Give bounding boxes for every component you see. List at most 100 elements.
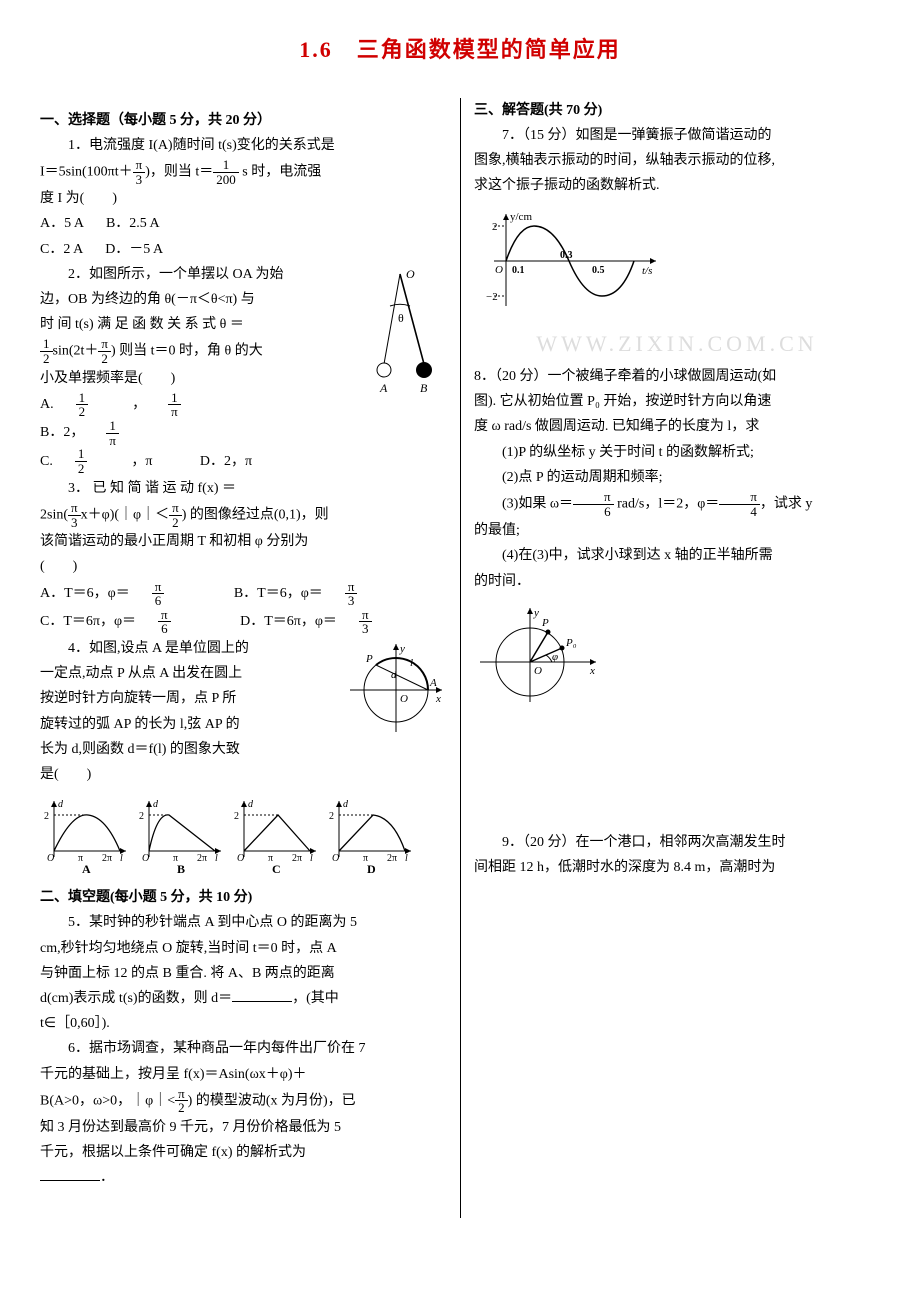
lab-O: O xyxy=(400,693,408,705)
q6-blank xyxy=(40,1167,100,1181)
q4-block: P A d O x y l 4．如图,设点 A 是单位圆上的 一定点,动点 P … xyxy=(40,636,446,875)
svg-text:O: O xyxy=(142,853,149,864)
q5-blank xyxy=(232,988,292,1002)
q6-l6: ． xyxy=(40,1165,446,1190)
opt-graph-C: 2 d O π 2π l C xyxy=(234,799,316,875)
section-2-head: 二、填空题(每小题 5 分，共 10 分) xyxy=(40,885,446,910)
q3-optB: B．T＝6，φ＝π3 xyxy=(234,580,402,608)
q3-l2c: (｜φ｜＜ xyxy=(114,507,169,522)
svg-text:2: 2 xyxy=(234,811,239,822)
spring-graph-svg: y/cm t/s 2 −2 O 0.1 0.3 0.5 xyxy=(474,206,664,316)
svg-text:2π: 2π xyxy=(102,853,112,864)
q8-l5: (2)点 P 的运动周期和频率; xyxy=(474,465,880,490)
q5-l4b: ，(其中 xyxy=(292,991,339,1006)
q1-optB: B．2.5 A xyxy=(106,211,160,236)
svg-text:D: D xyxy=(367,862,376,875)
q6-l4: 知 3 月份达到最高价 9 千元，7 月份价格最低为 5 xyxy=(40,1115,446,1140)
q1-expr-b: )，则当 t＝ xyxy=(145,164,213,179)
q4-l6: 是( ) xyxy=(40,762,446,787)
q7-figure: y/cm t/s 2 −2 O 0.1 0.3 0.5 xyxy=(474,206,880,316)
q7-ym2: −2 xyxy=(486,291,498,303)
q9-l1: 9．（20 分）在一个港口，相邻两次高潮发生时 xyxy=(474,830,880,855)
opt-graph-B: 2 d O π 2π l B xyxy=(139,799,221,875)
q1-optC: C．2 A xyxy=(40,237,83,262)
q2-block: O θ A B 2．如图所示，一个单摆以 OA 为始 边，OB 为终边的角 θ(… xyxy=(40,262,446,476)
q3-l2: 2sin(π3x＋φ)(｜φ｜＜π2) 的图像经过点(0,1)，则 xyxy=(40,501,446,529)
lab-l: l xyxy=(410,657,413,669)
opt-graph-D: 2 d O π 2π l D xyxy=(329,799,411,875)
q3-opts-row1: A．T＝6，φ＝π6 B．T＝6，φ＝π3 xyxy=(40,580,446,608)
lab-B: B xyxy=(420,381,428,395)
q2-optA: A.12，1π xyxy=(40,391,225,419)
q1-opts-row2: C．2 AD．－5 A xyxy=(40,237,446,262)
q7-O: O xyxy=(495,264,503,276)
lab-x: x xyxy=(435,693,441,705)
q4-graphs-svg: 2 d O π 2π l A 2 d O π 2π l B 2 d O π 2π… xyxy=(40,795,420,875)
svg-text:d: d xyxy=(153,799,159,810)
q8-l2: 图). 它从初始位置 P₀ 开始，按逆时针方向以角速 xyxy=(474,389,880,414)
q4-l5: 长为 d,则函数 d＝f(l) 的图象大致 xyxy=(40,737,446,762)
q3-optC: C．T＝6π，φ＝π6 xyxy=(40,608,215,636)
svg-text:2: 2 xyxy=(139,811,144,822)
q8-l6: (3)如果 ω＝π6 rad/s，l＝2，φ＝π4，试求 y xyxy=(474,490,880,518)
unit-circle-figure: P A d O x y l xyxy=(346,640,446,735)
svg-text:2π: 2π xyxy=(387,853,397,864)
lab-y: y xyxy=(399,643,405,655)
q1-stem-end: 度 I 为( ) xyxy=(40,186,446,211)
q3-frac-pi2: π2 xyxy=(169,501,182,529)
spacer xyxy=(474,720,880,830)
svg-text:l: l xyxy=(310,853,313,864)
q2-opts-row1: A.12，1π B．2，1π xyxy=(40,391,446,448)
q8-figure: O P P₀ φ x y xyxy=(474,602,880,712)
q1-expr-a: I＝5sin(100πt＋ xyxy=(40,164,133,179)
q1-expr: I＝5sin(100πt＋π3)，则当 t＝1200 s 时，电流强 xyxy=(40,158,446,186)
q3-l1: 3． 已 知 简 谐 运 动 f(x) ＝ xyxy=(40,476,446,501)
q6-period: ． xyxy=(100,1170,114,1185)
q7-xlabel: t/s xyxy=(642,265,652,277)
q6-l1: 6．据市场调查，某种商品一年内每件出厂价在 7 xyxy=(40,1036,446,1061)
q1-expr-c: s 时，电流强 xyxy=(239,164,321,179)
q6-l3b: ) 的模型波动(x 为月份)，已 xyxy=(188,1093,356,1108)
q5-l2: cm,秒针均匀地绕点 O 旋转,当时间 t＝0 时，点 A xyxy=(40,936,446,961)
watermark: WWW.ZIXIN.COM.CN xyxy=(474,324,880,364)
q8-labphi: φ xyxy=(552,651,558,663)
section-3-head: 三、解答题(共 70 分) xyxy=(474,98,880,123)
q8-frac-pi4: π4 xyxy=(719,490,760,518)
svg-text:d: d xyxy=(343,799,349,810)
q6-frac-pi2: π2 xyxy=(175,1087,188,1115)
svg-text:2π: 2π xyxy=(292,853,302,864)
svg-text:2π: 2π xyxy=(197,853,207,864)
q8-labP: P xyxy=(541,617,549,629)
two-column-body: 一、选择题（每小题 5 分，共 20 分） 1．电流强度 I(A)随时间 t(s… xyxy=(40,98,880,1218)
q3-l2d: ) 的图像经过点(0,1)，则 xyxy=(182,507,329,522)
svg-text:C: C xyxy=(272,862,281,875)
q3-optA: A．T＝6，φ＝π6 xyxy=(40,580,208,608)
q8-l6b: rad/s，l＝2，φ＝ xyxy=(614,496,720,511)
q8-laby: y xyxy=(533,607,539,619)
q3-l2b: x＋φ xyxy=(81,507,110,522)
q7-l2: 图象,横轴表示振动的时间，纵轴表示振动的位移, xyxy=(474,148,880,173)
svg-text:O: O xyxy=(47,853,54,864)
q2-opts-row2: C.12，π D．2，π xyxy=(40,447,446,475)
section-1-head: 一、选择题（每小题 5 分，共 20 分） xyxy=(40,108,446,133)
opt-graph-A: 2 d O π 2π l A xyxy=(44,799,126,875)
unit-circle-svg: P A d O x y l xyxy=(346,640,446,735)
q3-optD: D．T＝6π，φ＝π3 xyxy=(240,608,415,636)
q1-optA: A．5 A xyxy=(40,211,84,236)
q8-l6c: ，试求 y xyxy=(760,496,813,511)
q2-frac-pi2: π2 xyxy=(98,337,111,365)
q8-circle-svg: O P P₀ φ x y xyxy=(474,602,604,712)
q2-optC: C.12，π xyxy=(40,447,174,475)
q5-l1: 5．某时钟的秒针端点 A 到中心点 O 的距离为 5 xyxy=(40,910,446,935)
q4-option-graphs: 2 d O π 2π l A 2 d O π 2π l B 2 d O π 2π… xyxy=(40,795,446,875)
svg-text:d: d xyxy=(248,799,254,810)
svg-text:l: l xyxy=(120,853,123,864)
q3-l4: ( ) xyxy=(40,554,446,579)
q5-l4: d(cm)表示成 t(s)的函数，则 d＝，(其中 xyxy=(40,986,446,1011)
q7-ylabel: y/cm xyxy=(510,211,532,223)
svg-text:O: O xyxy=(332,853,339,864)
q8-labO: O xyxy=(534,665,542,677)
q1-opts-row1: A．5 A B．2.5 A xyxy=(40,211,446,236)
q6-l3: B(A>0，ω>0，｜φ｜<π2) 的模型波动(x 为月份)，已 xyxy=(40,1087,446,1115)
q2-optB: B．2，1π xyxy=(40,419,163,447)
